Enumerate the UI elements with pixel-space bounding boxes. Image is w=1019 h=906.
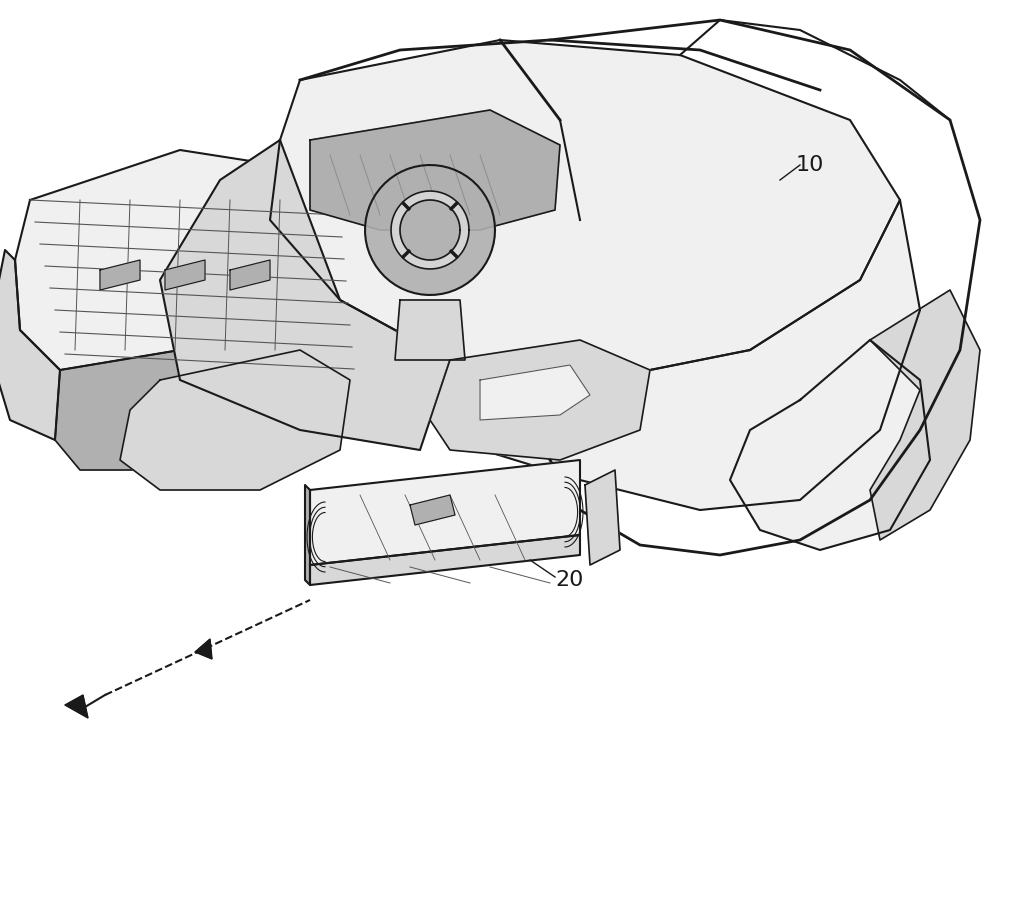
Polygon shape bbox=[430, 340, 650, 460]
Polygon shape bbox=[15, 150, 380, 370]
Polygon shape bbox=[730, 340, 930, 550]
Polygon shape bbox=[55, 330, 320, 470]
Polygon shape bbox=[310, 110, 560, 230]
Polygon shape bbox=[230, 260, 270, 290]
Polygon shape bbox=[395, 300, 465, 360]
Polygon shape bbox=[310, 460, 580, 565]
Text: 20: 20 bbox=[555, 570, 584, 590]
Polygon shape bbox=[65, 695, 88, 718]
Polygon shape bbox=[391, 191, 469, 269]
Polygon shape bbox=[305, 485, 310, 585]
Polygon shape bbox=[0, 250, 60, 440]
Polygon shape bbox=[585, 470, 620, 565]
Polygon shape bbox=[310, 535, 580, 585]
Polygon shape bbox=[270, 40, 900, 380]
Polygon shape bbox=[120, 350, 350, 490]
Polygon shape bbox=[165, 260, 205, 290]
Polygon shape bbox=[870, 290, 980, 540]
Polygon shape bbox=[400, 200, 460, 260]
Polygon shape bbox=[365, 165, 495, 295]
Polygon shape bbox=[450, 200, 920, 510]
Polygon shape bbox=[480, 365, 590, 420]
Polygon shape bbox=[160, 140, 450, 450]
Text: 10: 10 bbox=[796, 155, 824, 175]
Polygon shape bbox=[100, 260, 140, 290]
Polygon shape bbox=[195, 639, 212, 659]
Polygon shape bbox=[410, 495, 455, 525]
